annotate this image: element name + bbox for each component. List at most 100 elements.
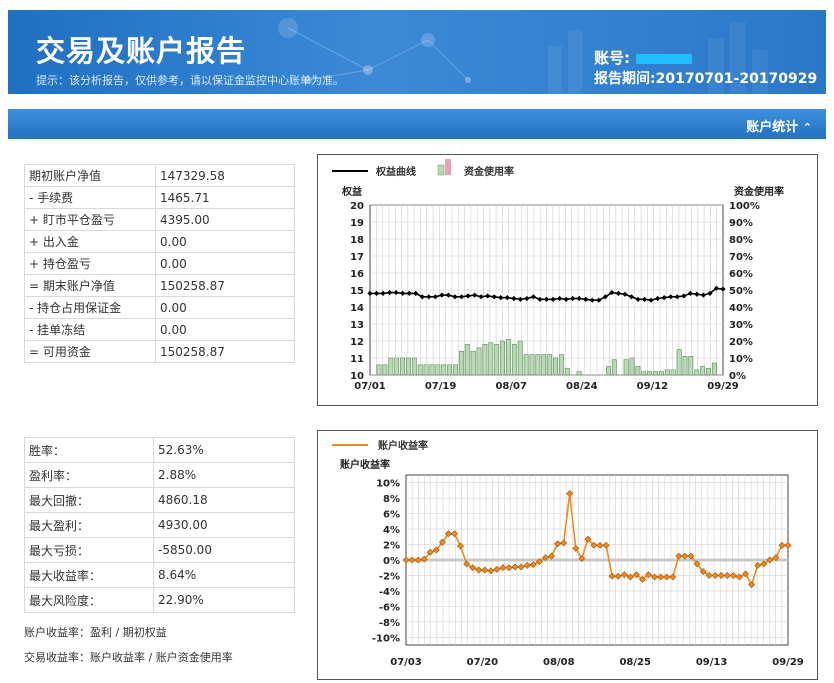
account-row-label: = 期末账户净值 [24, 274, 156, 297]
usage-bar [517, 340, 523, 376]
legend-usage-swatch-a [437, 164, 445, 176]
usage-bar [435, 364, 441, 376]
usage-bar [529, 354, 535, 376]
usage-bar [647, 371, 653, 376]
usage-bar [470, 350, 476, 376]
return-point [432, 546, 440, 554]
account-row-value: 150258.87 [155, 274, 295, 297]
usage-bar [506, 339, 511, 376]
y-tick-label: 8% [383, 494, 400, 505]
y-tick-label: 14 [350, 303, 364, 314]
return-point [748, 581, 756, 589]
account-row-value: 150258.87 [155, 340, 295, 363]
equity-point [661, 295, 667, 301]
usage-bar [394, 357, 400, 376]
performance-row-label: 最大盈利： [24, 512, 154, 538]
y-tick-label: 12 [350, 337, 364, 348]
usage-bar [676, 349, 682, 376]
x-tick-label: 09/12 [637, 381, 669, 392]
performance-row: 胜率： 52.63% [24, 437, 295, 463]
equity-point [615, 290, 622, 296]
chevron-up-icon[interactable]: ⌃ [802, 121, 812, 134]
account-row: - 持仓占用保证金 0.00 [24, 296, 295, 319]
usage-bar [706, 367, 711, 376]
y-tick-label: 11 [350, 354, 364, 365]
report-disclaimer: 提示：该分析报告，仅供参考，请以保证金监控中心账单为准。 [36, 74, 344, 87]
account-redaction [636, 53, 692, 64]
usage-bar [411, 357, 417, 376]
y-tick-label: -2% [379, 571, 400, 582]
account-row-label: + 持仓盈亏 [24, 252, 156, 275]
equity-point [583, 296, 589, 302]
account-row-label: + 盯市平仓盈亏 [24, 208, 156, 231]
usage-bar [611, 359, 617, 376]
usage-bar [388, 357, 394, 376]
note-account-return: 账户收益率：盈利 / 期初权益 [24, 626, 167, 639]
account-row: 期初账户净值 147329.58 [24, 164, 295, 187]
return-point [438, 538, 446, 546]
y-tick-label: 18 [350, 235, 364, 246]
y2-tick-label: 70% [729, 252, 753, 263]
equity-point [596, 297, 602, 303]
return-point [730, 572, 737, 579]
performance-row-value: 52.63% [153, 437, 295, 463]
performance-row-label: 最大收益率： [24, 562, 154, 588]
usage-bar [564, 367, 570, 376]
usage-bar [576, 371, 582, 376]
y-tick-label: 2% [383, 541, 400, 552]
y-tick-label: 16 [350, 269, 364, 280]
account-row-value: 0.00 [155, 318, 295, 341]
return-point [584, 535, 592, 543]
x-tick-label: 09/13 [696, 657, 728, 668]
equity-point [648, 297, 654, 303]
y2-tick-label: 90% [729, 218, 753, 229]
usage-bar [458, 350, 464, 376]
y2-tick-label: 60% [729, 269, 753, 280]
account-statistics-bar[interactable]: 账户统计 ⌃ [8, 109, 826, 139]
return-point [602, 541, 610, 549]
performance-row-label: 胜率： [24, 437, 154, 463]
report-header: 交易及账户报告 提示：该分析报告，仅供参考，请以保证金监控中心账单为准。 账号:… [8, 10, 826, 94]
performance-row-label: 最大风险度： [24, 587, 154, 613]
legend-usage-label: 资金使用率 [464, 165, 514, 178]
usage-bar [547, 354, 553, 376]
usage-bar [376, 364, 382, 376]
equity-point [635, 296, 641, 302]
return-point [548, 552, 555, 560]
return-point [523, 561, 531, 569]
account-row: + 持仓盈亏 0.00 [24, 252, 295, 275]
usage-bar [494, 344, 500, 376]
return-point [426, 548, 434, 556]
y2-tick-label: 20% [729, 337, 753, 348]
y2-axis-title: 资金使用率 [734, 185, 784, 198]
equity-point [589, 297, 595, 303]
usage-bar [606, 366, 611, 376]
equity-point [668, 294, 674, 300]
account-row-label: + 出入金 [24, 230, 156, 253]
return-point [420, 555, 428, 563]
account-row-label: - 持仓占用保证金 [24, 296, 156, 319]
y-tick-label: -10% [372, 633, 400, 644]
usage-bar [400, 357, 405, 376]
account-row-label: - 手续费 [24, 186, 156, 209]
equity-point [576, 295, 582, 302]
usage-bar [488, 342, 494, 376]
usage-bar [694, 369, 700, 376]
report-period: 报告期间:20170701-20170929 [594, 71, 818, 87]
return-point [542, 554, 549, 562]
y-tick-label: 13 [350, 320, 364, 331]
equity-point [713, 285, 720, 291]
account-row-value: 4395.00 [155, 208, 295, 231]
performance-row-value: 8.64% [153, 562, 295, 588]
return-chart-svg: 账户收益率账户收益率10%8%6%4%2%0%-2%-4%-6%-8%-10%0… [332, 439, 804, 668]
usage-bar [406, 357, 411, 376]
x-tick-label: 08/07 [495, 381, 527, 392]
x-tick-label: 07/01 [354, 381, 386, 392]
section-title[interactable]: 账户统计 ⌃ [746, 116, 812, 135]
usage-bar [453, 364, 458, 376]
return-point [632, 571, 640, 579]
usage-bar [417, 364, 423, 376]
y-axis-title: 权益 [341, 185, 362, 198]
account-row-value: 1465.71 [155, 186, 295, 209]
equity-point [655, 295, 661, 302]
